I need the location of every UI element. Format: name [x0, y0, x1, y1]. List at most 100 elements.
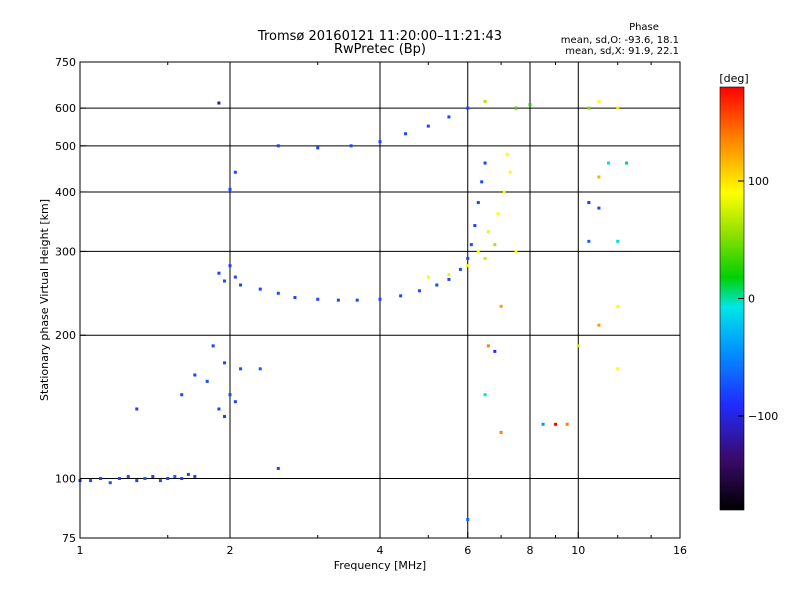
data-point [258, 367, 262, 371]
data-point [143, 477, 147, 481]
data-point [173, 474, 177, 478]
y-axis-label: Stationary phase Virtual Height [km] [38, 199, 51, 401]
data-point [99, 477, 103, 481]
data-point [239, 367, 243, 371]
x-axis-label: Frequency [MHz] [334, 559, 426, 572]
data-point [616, 239, 620, 243]
x-tick-label: 1 [77, 544, 84, 557]
data-point [476, 249, 480, 253]
data-point [499, 304, 503, 308]
x-tick-label: 4 [377, 544, 384, 557]
data-point [186, 472, 190, 476]
data-point [480, 180, 484, 184]
data-point [180, 393, 184, 397]
data-point [233, 275, 237, 279]
y-tick-label: 600 [55, 102, 76, 115]
data-point [217, 271, 221, 275]
x-tick-label: 16 [673, 544, 687, 557]
chart-subtitle: RwPretec (Bp) [334, 42, 426, 57]
data-point [466, 518, 470, 522]
data-points [78, 99, 629, 522]
data-point [576, 344, 580, 348]
data-point [117, 477, 121, 481]
data-point [447, 277, 451, 281]
data-point [476, 201, 480, 205]
stats-line-x: mean, sd,X: 91.9, 22.1 [565, 46, 679, 57]
data-point [528, 103, 532, 107]
data-point [233, 170, 237, 174]
grid-lines [80, 62, 680, 538]
data-point [541, 422, 545, 426]
data-point [228, 264, 232, 268]
y-tick-label: 100 [55, 473, 76, 486]
data-point [417, 289, 421, 293]
data-point [565, 422, 569, 426]
chart-title: Tromsø 20160121 11:20:00–11:21:43 [257, 29, 502, 44]
data-point [483, 256, 487, 260]
stats-line-o: mean, sd,O: -93.6, 18.1 [561, 35, 679, 46]
data-point [233, 400, 237, 404]
y-tick-label: 750 [55, 56, 76, 69]
data-point [193, 474, 197, 478]
data-point [493, 349, 497, 353]
data-point [625, 161, 629, 165]
data-point [473, 224, 477, 228]
data-point [483, 161, 487, 165]
data-point [616, 367, 620, 371]
data-point [486, 344, 490, 348]
data-point [616, 304, 620, 308]
data-point [458, 267, 462, 271]
data-point [239, 283, 243, 287]
data-point [217, 407, 221, 411]
data-point [349, 144, 353, 148]
data-point [223, 279, 227, 283]
colorbar-ticks: 100 0 −100 [738, 175, 778, 423]
data-point [151, 474, 155, 478]
data-point [466, 264, 470, 268]
data-point [158, 479, 162, 483]
data-point [316, 297, 320, 301]
data-point [217, 101, 221, 105]
data-point [469, 243, 473, 247]
data-point [486, 230, 490, 234]
data-point [126, 474, 130, 478]
data-point [316, 146, 320, 150]
data-point [587, 239, 591, 243]
data-point [505, 152, 509, 156]
data-point [435, 283, 439, 287]
data-point [403, 132, 407, 136]
data-point [502, 190, 506, 194]
data-point [514, 106, 518, 110]
data-point [597, 323, 601, 327]
data-point [228, 187, 232, 191]
data-point [108, 481, 112, 485]
x-tick-label: 8 [527, 544, 534, 557]
x-axis-ticks: 1 2 4 6 8 10 16 [77, 62, 687, 557]
x-tick-label: 6 [464, 544, 471, 557]
data-point [493, 243, 497, 247]
data-point [258, 287, 262, 291]
data-point [135, 407, 139, 411]
data-point [447, 273, 451, 277]
data-point [205, 379, 209, 383]
data-point [508, 170, 512, 174]
data-point [587, 106, 591, 110]
data-point [483, 99, 487, 103]
x-tick-label: 10 [571, 544, 585, 557]
data-point [597, 175, 601, 179]
data-point [223, 361, 227, 365]
data-point [193, 373, 197, 377]
colorbar-label: [deg] [719, 72, 748, 85]
data-point [276, 144, 280, 148]
data-point [166, 477, 170, 481]
data-point [466, 106, 470, 110]
data-point [499, 430, 503, 434]
data-point [355, 298, 359, 302]
data-point [223, 414, 227, 418]
data-point [483, 393, 487, 397]
colorbar-tick-label: 100 [748, 175, 769, 188]
y-tick-label: 500 [55, 140, 76, 153]
colorbar-tick-label: 0 [748, 293, 755, 306]
data-point [597, 99, 601, 103]
data-point [276, 291, 280, 295]
